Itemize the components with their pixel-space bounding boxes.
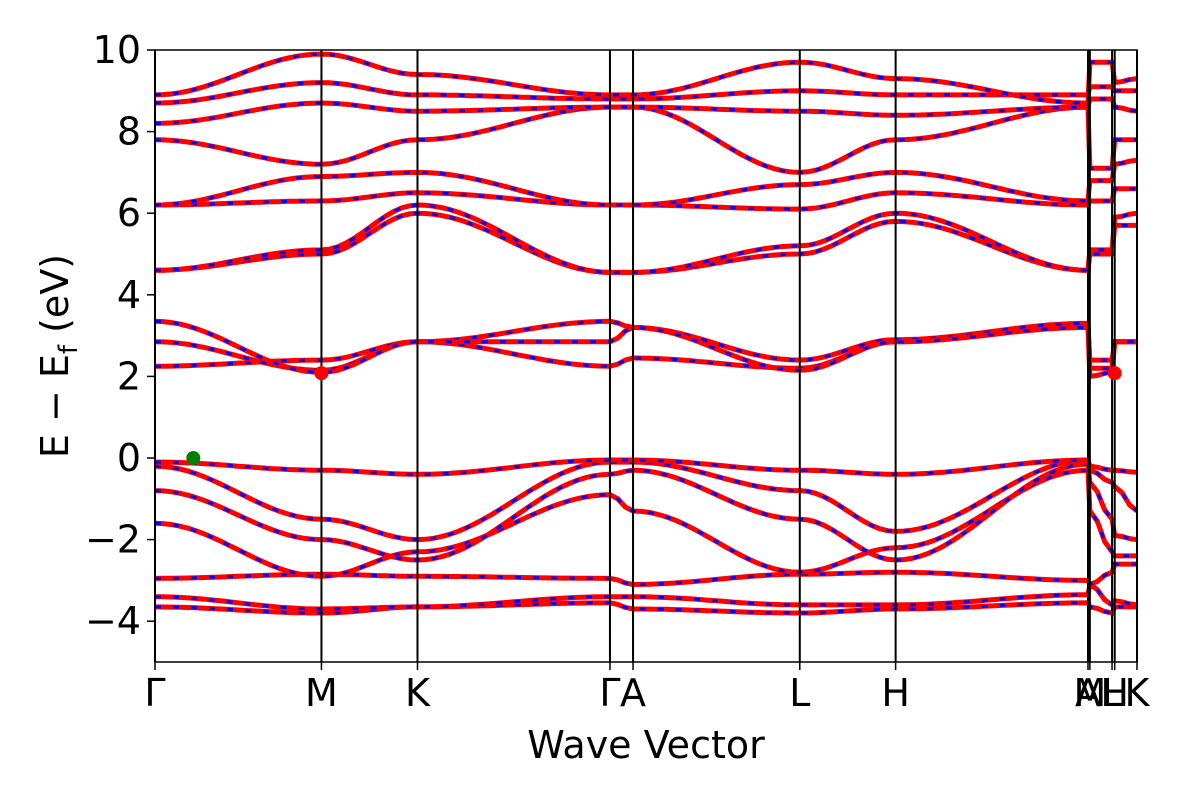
extrema-markers	[186, 366, 1122, 465]
y-axis-ticks: −4 −2 0 2 4 6 8 10	[85, 28, 155, 643]
vbm-marker	[186, 451, 201, 465]
x-tick-label: M	[305, 671, 338, 715]
x-tick-label: A	[1075, 671, 1101, 715]
y-tick-label: −4	[85, 599, 141, 643]
band-spin-up	[155, 202, 1137, 275]
x-tick-label: K	[405, 671, 431, 715]
band-spin-down	[155, 458, 1137, 476]
band-spin-down	[155, 581, 1137, 611]
x-tick-label: H	[1100, 671, 1129, 715]
band-spin-down	[155, 462, 1137, 562]
x-tick-label: Γ	[599, 671, 620, 715]
x-tick-label: L	[1101, 671, 1122, 715]
x-axis-label: Wave Vector	[527, 723, 765, 767]
plot-frame	[154, 49, 1138, 663]
y-tick-label: 4	[117, 273, 141, 317]
cbm-marker	[1107, 366, 1122, 381]
y-tick-label: 6	[117, 191, 141, 235]
y-axis-label-main: E − E	[33, 354, 77, 458]
x-tick-label: K	[1125, 671, 1151, 715]
y-tick-label: 10	[93, 28, 141, 72]
x-tick-label: A	[620, 671, 646, 715]
y-axis-label-subscript: f	[54, 344, 84, 354]
x-tick-label: M	[1073, 671, 1106, 715]
x-tick-label: Γ	[144, 671, 165, 715]
band-spin-up	[155, 157, 1137, 208]
y-axis-label-unit: (eV)	[33, 254, 77, 345]
band-spin-down	[155, 562, 1137, 587]
y-tick-label: 8	[117, 110, 141, 154]
band-spin-up	[155, 51, 1137, 106]
y-tick-label: 0	[117, 436, 141, 480]
band-spin-down	[155, 458, 1137, 542]
cbm-marker	[314, 366, 329, 381]
y-axis-label: E − Ef (eV)	[33, 254, 84, 458]
x-tick-label: L	[789, 671, 810, 715]
band-spin-up	[155, 104, 1137, 175]
y-tick-label: 2	[117, 354, 141, 398]
x-tick-label: H	[881, 671, 910, 715]
band-spin-down	[155, 601, 1137, 615]
y-tick-label: −2	[85, 518, 141, 562]
band-spin-down	[155, 97, 1137, 125]
